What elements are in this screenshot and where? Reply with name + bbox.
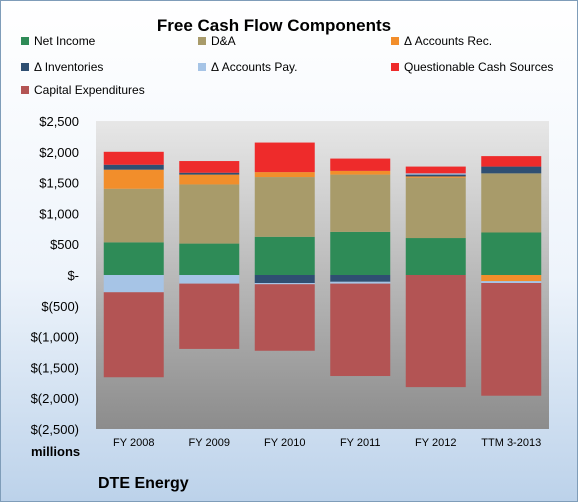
bars (103, 142, 542, 396)
bar-segment (405, 174, 466, 177)
y-tick-label: $(2,500) (31, 422, 79, 437)
plot-area (96, 121, 549, 429)
bar-segment (330, 275, 391, 282)
bar-segment (179, 275, 240, 284)
chart-title: Free Cash Flow Components (157, 16, 391, 35)
x-tick-label: FY 2012 (415, 437, 456, 449)
y-tick-label: $(1,000) (31, 330, 79, 345)
y-tick-label: $1,500 (39, 176, 79, 191)
bar-segment (179, 243, 240, 275)
y-tick-label: $1,000 (39, 206, 79, 221)
bar-segment (330, 174, 391, 232)
bar-segment (330, 231, 391, 275)
legend-swatch (198, 63, 206, 71)
bar-segment (103, 169, 164, 189)
bar-segment (179, 184, 240, 244)
bar-segment (254, 275, 315, 284)
bar-segment (405, 166, 466, 174)
bar-segment (179, 283, 240, 349)
bar-segment (405, 176, 466, 178)
bar-segment (330, 283, 391, 377)
x-tick-label: TTM 3-2013 (481, 437, 541, 449)
x-tick-label: FY 2008 (113, 437, 154, 449)
bar-segment (481, 166, 542, 174)
y-tick-label: $500 (50, 237, 79, 252)
legend-swatch (391, 63, 399, 71)
bar-segment (481, 232, 542, 275)
y-tick-label: $(1,500) (31, 360, 79, 375)
bar-segment (103, 242, 164, 275)
bar-segment (330, 170, 391, 175)
bar-segment (179, 174, 240, 185)
x-axis: FY 2008 FY 2009 FY 2010 FY 2011 FY 2012 TTM 3… (113, 437, 541, 449)
bar-segment (103, 275, 164, 293)
bar-segment (103, 151, 164, 165)
bar-segment (179, 161, 240, 173)
legend-swatch (21, 86, 29, 94)
legend-swatch (21, 63, 29, 71)
bar-segment (103, 292, 164, 378)
bar-segment (330, 281, 391, 284)
y-tick-label: $2,500 (39, 114, 79, 129)
legend-label: D&A (211, 34, 236, 48)
x-tick-label: FY 2009 (189, 437, 230, 449)
bar-segment (179, 172, 240, 175)
x-tick-label: FY 2011 (340, 437, 381, 449)
bar-segment (481, 281, 542, 284)
bar-segment (103, 164, 164, 170)
bar-segment (254, 236, 315, 275)
y-tick-label: $- (67, 268, 79, 283)
bar-segment (405, 173, 466, 175)
y-tick-label: $(500) (41, 299, 79, 314)
legend-swatch (21, 37, 29, 45)
legend-label: Net Income (34, 34, 96, 48)
bar-segment (254, 172, 315, 178)
bar-segment (330, 158, 391, 171)
bar-segment (481, 156, 542, 167)
bar-segment (405, 275, 466, 388)
legend-label: Capital Expenditures (34, 83, 145, 97)
legend-label: Δ Accounts Pay. (211, 60, 298, 74)
bar-segment (254, 284, 315, 351)
company-label: DTE Energy (98, 475, 189, 492)
bar-segment (254, 142, 315, 173)
bar-segment (481, 173, 542, 233)
bar-segment (405, 238, 466, 275)
legend: Net Income D&A Δ Accounts Rec. Δ Inventorie… (21, 34, 553, 97)
bar-segment (481, 275, 542, 282)
bar-segment (103, 188, 164, 243)
y-axis: $2,500 $2,000 $1,500 $1,000 $500 $- $(500) $(1,… (31, 114, 79, 437)
unit-label: millions (31, 444, 80, 459)
bar-segment (254, 283, 315, 285)
y-tick-label: $(2,000) (31, 391, 79, 406)
bar-segment (254, 177, 315, 237)
legend-label: Questionable Cash Sources (404, 60, 553, 74)
y-tick-label: $2,000 (39, 145, 79, 160)
legend-swatch (391, 37, 399, 45)
legend-swatch (198, 37, 206, 45)
x-tick-label: FY 2010 (264, 437, 305, 449)
legend-label: Δ Accounts Rec. (404, 34, 492, 48)
bar-segment (405, 177, 466, 239)
bar-segment (481, 283, 542, 396)
legend-label: Δ Inventories (34, 60, 103, 74)
